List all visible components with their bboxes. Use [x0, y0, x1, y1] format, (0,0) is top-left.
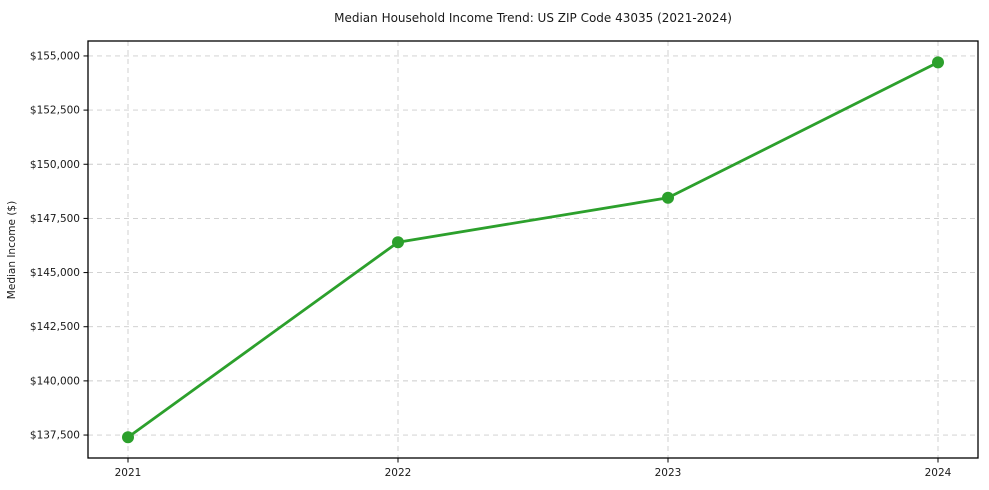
data-point-2023: [662, 191, 674, 204]
x-tick-label: 2021: [115, 467, 142, 479]
y-tick-label: $152,500: [30, 105, 80, 117]
y-tick-label: $140,000: [30, 375, 80, 387]
y-tick-label: $145,000: [30, 267, 80, 279]
x-tick-label: 2022: [385, 467, 412, 479]
data-point-2021: [122, 431, 134, 444]
y-tick-label: $137,500: [30, 430, 80, 442]
x-tick-label: 2023: [655, 467, 682, 479]
x-tick-label: 2024: [925, 467, 952, 479]
y-axis-label: Median Income ($): [6, 201, 18, 299]
trend-line: [126, 61, 940, 439]
y-tick-label: $147,500: [30, 213, 80, 225]
data-point-2022: [392, 236, 404, 249]
data-point-2024: [932, 56, 944, 69]
tick-layer: $137,500 $140,000 $142,500 $145,000 $147,500…: [30, 50, 952, 479]
plot-border: [87, 40, 979, 459]
y-tick-label: $142,500: [30, 321, 80, 333]
chart-title: Median Household Income Trend: US ZIP Co…: [334, 11, 732, 25]
y-tick-label: $155,000: [30, 50, 80, 62]
y-tick-label: $150,000: [30, 159, 80, 171]
grid-layer: [88, 41, 978, 458]
series-layer: [122, 56, 944, 444]
